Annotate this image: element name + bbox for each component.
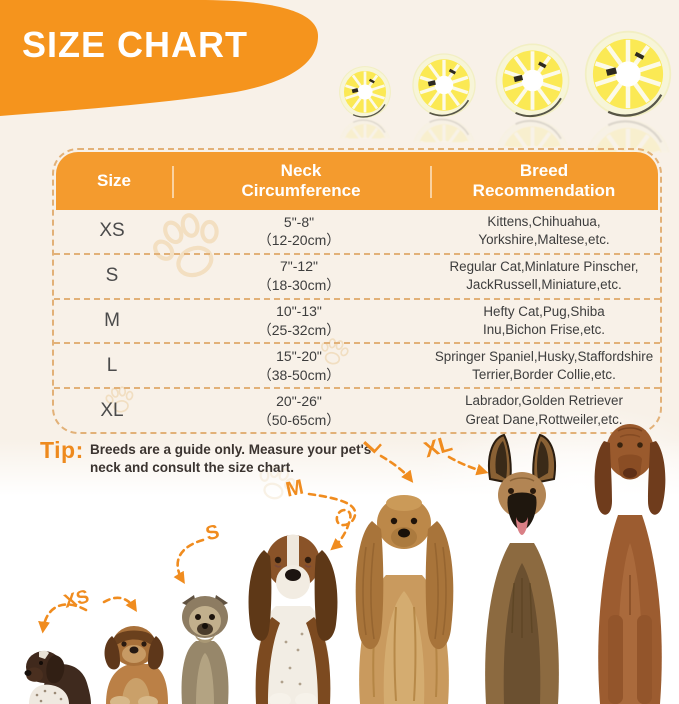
neck-cell: 15"-20" （38-50cm） — [257, 347, 341, 383]
header-blob-shape — [0, 0, 318, 116]
table-header-row: Size Neck Circumference Breed Recommenda… — [56, 152, 658, 210]
table-row-xl: XL 20"-26" （50-65cm） Labrador,Golden Ret… — [54, 389, 660, 432]
neck-cell: 10"-13" （25-32cm） — [257, 303, 341, 338]
table-row-m: M 10"-13" （25-32cm） Hefty Cat,Pug,Shiba … — [54, 300, 660, 345]
basset-hound-dog — [242, 522, 344, 704]
size-cell: XS — [99, 220, 125, 242]
size-cell: L — [106, 354, 118, 376]
lemon-collar-icon — [338, 65, 392, 139]
lemon-collar-icon — [583, 29, 673, 119]
size-cell: M — [104, 309, 120, 331]
size-cell: S — [105, 265, 119, 287]
breed-cell: Hefty Cat,Pug,Shiba Inu,Bichon Frise,etc… — [482, 303, 606, 337]
header-divider — [172, 166, 174, 198]
breed-cell: Labrador,Golden Retriever Great Dane,Rot… — [465, 393, 623, 427]
lemon-collar-icon — [411, 52, 477, 143]
table-row-xs: XS 5"-8" （12-20cm） Kittens,Chihuahua, Yo… — [54, 210, 660, 255]
column-header-neck-circumference: Neck Circumference — [241, 161, 361, 200]
collar-reflection — [338, 118, 392, 139]
collar-reflection — [411, 117, 477, 143]
tip-text: Breeds are a guide only. Measure your pe… — [90, 442, 372, 475]
header-divider — [430, 166, 432, 198]
column-header-breed-recommendation: Breed Recommendation — [472, 161, 616, 200]
page-title: SIZE CHART — [22, 24, 248, 65]
neck-cell: 7"-12" （18-30cm） — [257, 258, 341, 294]
cocker-spaniel-dog — [348, 487, 461, 704]
pointer-puppy-dog — [17, 643, 91, 704]
size-table: Size Neck Circumference Breed Recommenda… — [52, 148, 662, 434]
lemon-collar-icon — [494, 42, 571, 148]
malinois-dog — [470, 433, 575, 704]
column-header-size: Size — [96, 171, 132, 191]
size-cell: XL — [100, 399, 124, 421]
neck-cell: 5"-8" （12-20cm） — [257, 213, 341, 249]
vizsla-dog — [580, 415, 679, 704]
collar-reflection — [494, 118, 571, 148]
table-row-s: S 7"-12" （18-30cm） Regular Cat,Minlature… — [54, 255, 660, 300]
breed-cell: Springer Spaniel,Husky,Staffordshire Ter… — [434, 348, 654, 382]
breed-cell: Regular Cat,Minlature Pinscher, JackRuss… — [449, 259, 639, 293]
tip-label: Tip: — [40, 437, 84, 463]
table-body: XS 5"-8" （12-20cm） Kittens,Chihuahua, Yo… — [54, 210, 660, 432]
breed-cell: Kittens,Chihuahua, Yorkshire,Maltese,etc… — [478, 214, 610, 248]
table-row-l: L 15"-20" （38-50cm） Springer Spaniel,Hus… — [54, 344, 660, 390]
dachshund-puppy-dog — [100, 620, 170, 704]
terrier-dog — [172, 593, 238, 704]
neck-cell: 20"-26" （50-65cm） — [257, 392, 341, 428]
